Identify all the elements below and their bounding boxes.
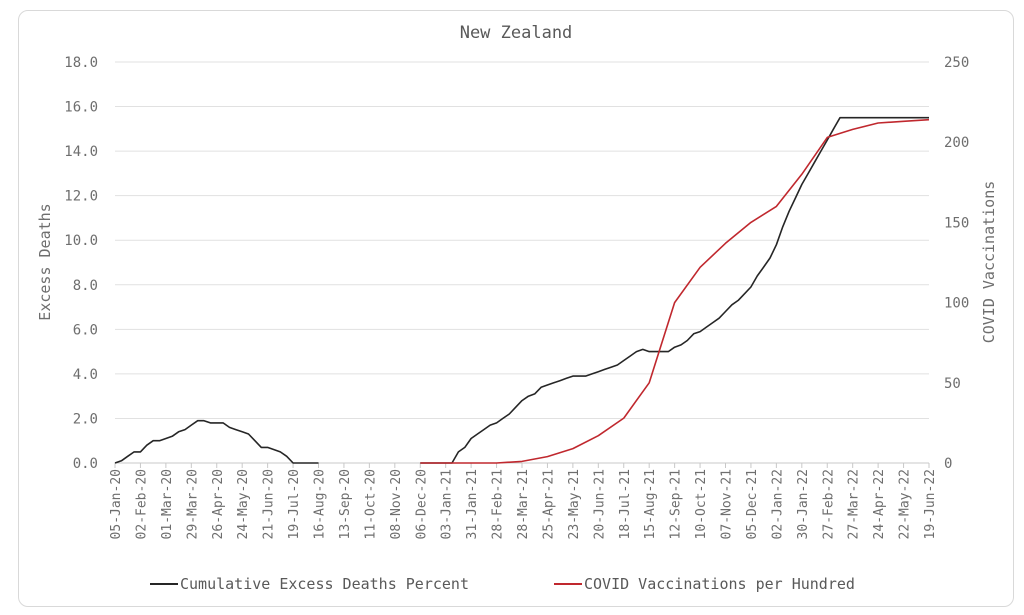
x-tick-label: 03-Jan-21 (440, 469, 455, 539)
y2-axis-label: COVID Vaccinations (980, 181, 998, 344)
y-tick-label: 18.0 (64, 55, 98, 71)
left-axis-ticks: 0.0 2.0 4.0 6.0 8.0 10.0 12.0 14.0 16.0 18.0 (64, 55, 98, 472)
x-tick-label: 11-Oct-20 (363, 469, 378, 539)
x-tick-label: 19-Jul-20 (287, 469, 302, 539)
x-tick-label: 12-Sep-21 (669, 469, 684, 539)
y-tick-label: 6.0 (73, 322, 98, 338)
x-tick-label: 05-Dec-21 (745, 469, 760, 539)
x-tick-label: 27-Mar-22 (847, 469, 862, 539)
x-tick-label: 06-Dec-20 (414, 469, 429, 539)
y-tick-label: 4.0 (73, 367, 98, 383)
series-lines (114, 116, 930, 464)
x-tick-label: 28-Mar-21 (516, 469, 531, 539)
x-tick-label: 01-Mar-20 (160, 469, 175, 539)
legend-label: COVID Vaccinations per Hundred (584, 575, 855, 593)
x-tick-label: 19-Jun-22 (923, 469, 938, 539)
x-axis-ticks: 05-Jan-20 02-Feb-20 01-Mar-20 29-Mar-20 26-A… (109, 463, 938, 539)
excess-deaths-line (114, 419, 319, 464)
x-tick-label: 16-Aug-20 (313, 469, 328, 539)
x-tick-label: 25-Apr-21 (541, 469, 556, 539)
chart-title: New Zealand (460, 23, 573, 43)
x-tick-label: 07-Nov-21 (720, 469, 735, 539)
x-tick-label: 05-Jan-20 (109, 469, 124, 539)
x-tick-label: 30-Jan-22 (796, 469, 811, 539)
y-tick-label: 12.0 (64, 189, 98, 205)
gridlines (115, 61, 929, 464)
x-tick-label: 15-Aug-21 (643, 469, 658, 539)
x-tick-label: 18-Jul-21 (618, 469, 633, 539)
chart-card (18, 10, 1014, 607)
y2-tick-label: 50 (944, 376, 961, 392)
x-tick-label: 23-May-21 (567, 469, 582, 539)
x-tick-label: 02-Jan-22 (770, 469, 785, 539)
right-axis-ticks: 0 50 100 150 200 250 (944, 55, 969, 472)
y-tick-label: 10.0 (64, 233, 98, 249)
y-tick-label: 16.0 (64, 100, 98, 116)
legend: Cumulative Excess Deaths Percent COVID Va… (150, 575, 855, 593)
y-tick-label: 14.0 (64, 144, 98, 160)
x-tick-label: 08-Nov-20 (389, 469, 404, 539)
y2-tick-label: 200 (944, 135, 969, 151)
excess-deaths-line (420, 116, 929, 464)
x-tick-label: 13-Sep-20 (338, 469, 353, 539)
y2-tick-label: 150 (944, 215, 969, 231)
x-tick-label: 10-Oct-21 (694, 469, 709, 539)
y2-tick-label: 250 (944, 55, 969, 71)
y2-tick-label: 100 (944, 296, 969, 312)
x-tick-label: 24-May-20 (236, 469, 251, 539)
x-tick-label: 27-Feb-22 (821, 469, 836, 539)
y2-tick-label: 0 (944, 456, 952, 472)
x-tick-label: 22-May-22 (898, 469, 913, 539)
y-axis-label: Excess Deaths (36, 203, 54, 320)
y-tick-label: 8.0 (73, 278, 98, 294)
vaccinations-line (420, 118, 930, 464)
x-tick-label: 21-Jun-20 (262, 469, 277, 539)
x-tick-label: 20-Jun-21 (592, 469, 607, 539)
x-tick-label: 29-Mar-20 (185, 469, 200, 539)
x-tick-label: 31-Jan-21 (465, 469, 480, 539)
x-tick-label: 24-Apr-22 (872, 469, 887, 539)
legend-label: Cumulative Excess Deaths Percent (180, 575, 469, 593)
x-tick-label: 26-Apr-20 (211, 469, 226, 539)
x-tick-label: 02-Feb-20 (134, 469, 149, 539)
x-tick-label: 28-Feb-21 (491, 469, 506, 539)
y-tick-label: 2.0 (73, 411, 98, 427)
y-tick-label: 0.0 (73, 456, 98, 472)
